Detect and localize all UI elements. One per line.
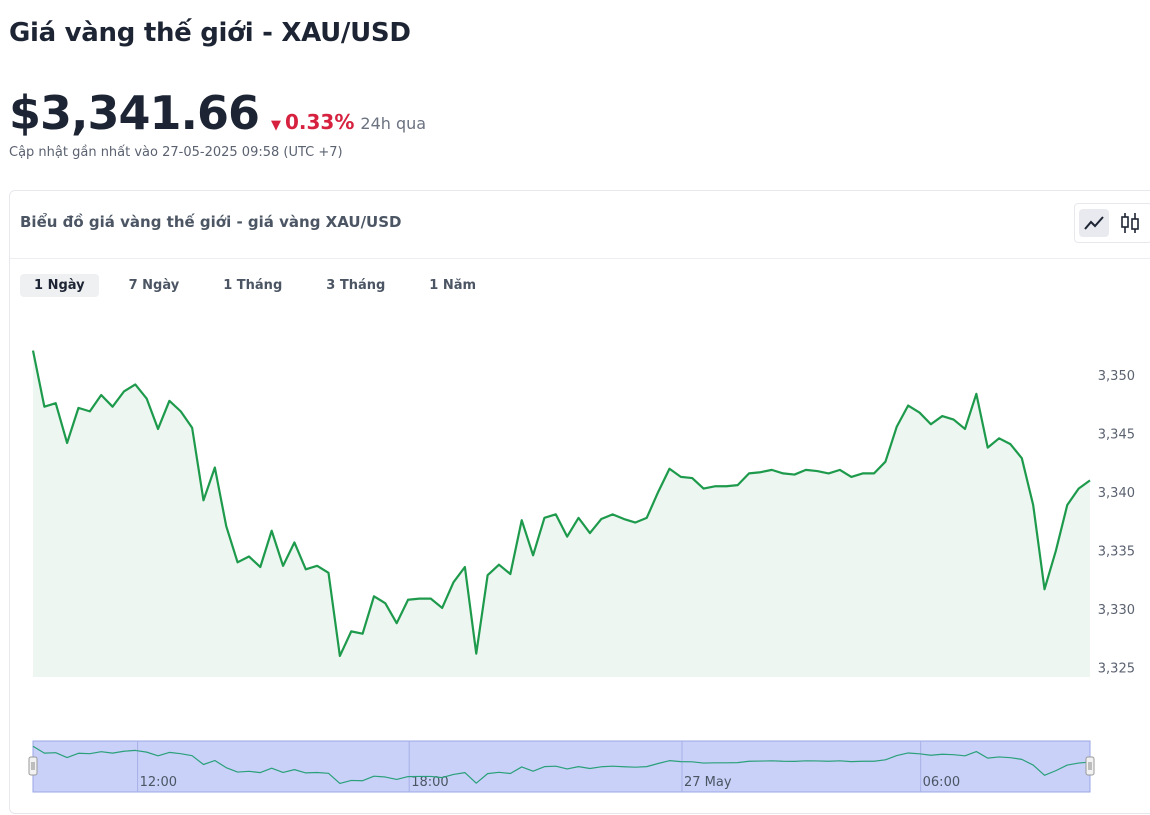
range-tab[interactable]: 1 Ngày	[20, 274, 99, 297]
card-title: Biểu đồ giá vàng thế giới - giá vàng XAU…	[20, 213, 402, 231]
range-tab[interactable]: 7 Ngày	[128, 278, 180, 293]
range-tabs: 1 Ngày 7 Ngày 1 Tháng 3 Tháng 1 Năm	[20, 274, 506, 297]
price: $3,341.66	[9, 86, 260, 140]
y-tick-label: 3,350	[1098, 369, 1135, 384]
y-tick-label: 3,340	[1098, 486, 1135, 501]
navigator-handle[interactable]	[28, 756, 38, 776]
chart-type-icons	[1079, 209, 1139, 237]
change: 0.33%	[285, 110, 355, 134]
y-tick-label: 3,325	[1098, 662, 1135, 677]
x-tick-label: 27 May	[684, 775, 732, 790]
range-tab[interactable]: 1 Tháng	[223, 278, 283, 293]
line-button[interactable]	[1079, 209, 1109, 237]
candle-button[interactable]	[1121, 213, 1139, 233]
y-tick-label: 3,335	[1098, 545, 1135, 560]
change-period: 24h qua	[360, 114, 427, 133]
divider	[10, 258, 1150, 259]
x-tick-label: 18:00	[411, 775, 448, 790]
line-icon	[1084, 216, 1104, 230]
down-arrow: ▼	[271, 118, 281, 133]
navigator-handle[interactable]	[1085, 756, 1095, 776]
updated: Cập nhật gần nhất vào 27-05-2025 09:58 (…	[9, 145, 343, 160]
price-area	[33, 350, 1090, 677]
range-tab[interactable]: 1 Năm	[429, 278, 477, 293]
navigator-line	[32, 745, 1091, 785]
price-row: $3,341.66 ▼ 0.33% 24h qua	[9, 86, 426, 140]
y-tick-label: 3,330	[1098, 603, 1135, 618]
price-line	[31, 350, 1091, 658]
chart-card: Biểu đồ giá vàng thế giới - giá vàng XAU…	[9, 190, 1150, 814]
chart-type-switch	[1074, 203, 1150, 243]
range-tab[interactable]: 3 Tháng	[326, 278, 386, 293]
page-title: Giá vàng thế giới - XAU/USD	[9, 18, 411, 48]
x-tick-label: 12:00	[140, 775, 177, 790]
x-tick-label: 06:00	[923, 775, 960, 790]
y-tick-label: 3,345	[1098, 428, 1135, 443]
